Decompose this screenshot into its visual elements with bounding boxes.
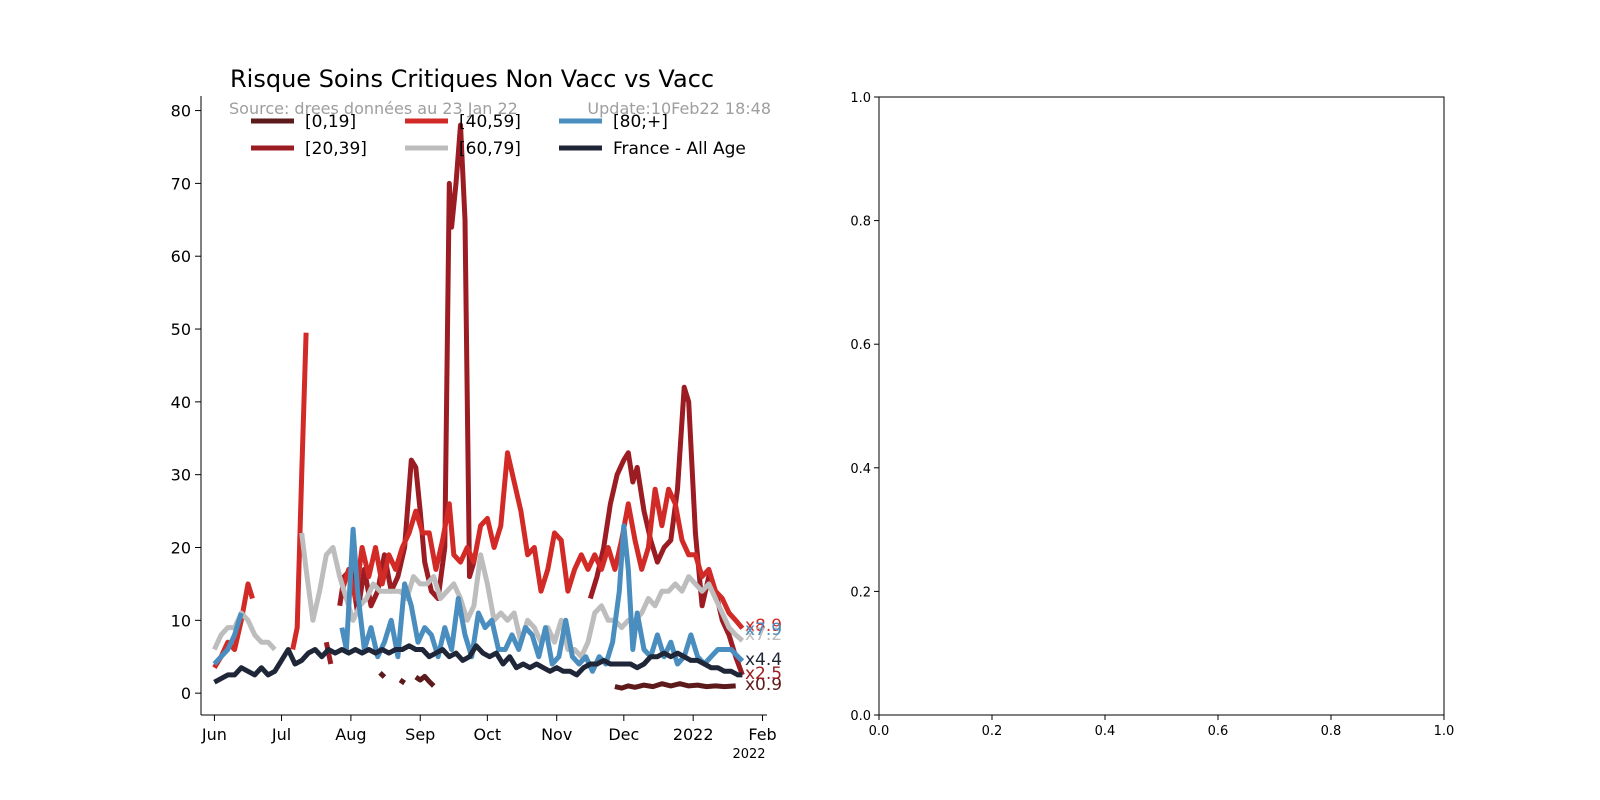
series-line: [212, 610, 277, 652]
series-line: [398, 677, 406, 686]
end-labels: x0.9x2.5 x8.9x7.2x7.9 x4.4: [745, 616, 782, 695]
end-label: x7.2: [745, 625, 782, 645]
right-x-tick-label: 0.2: [982, 724, 1003, 739]
chart-title: Risque Soins Critiques Non Vacc vs Vacc: [230, 65, 714, 93]
end-label: x7.9: [745, 620, 782, 640]
right-x-tick-label: 0.4: [1095, 724, 1116, 739]
x-tick-label: Feb: [748, 725, 776, 744]
y-tick-label: 60: [171, 247, 191, 266]
end-label: x2.5: [745, 664, 782, 684]
legend-label: [20,39]: [305, 139, 367, 159]
series-line: [378, 671, 387, 679]
series-line: [614, 681, 736, 691]
right-x-tick-label: 0.8: [1321, 724, 1342, 739]
right-y-ticks: 0.0 0.2 0.4 0.6 0.8 1.0: [850, 91, 879, 724]
x-tick-label: Jul: [271, 725, 291, 744]
right-x-tick-label: 0.6: [1208, 724, 1229, 739]
series-line: [414, 673, 436, 688]
x-tick-label: Sep: [405, 725, 435, 744]
source-subtitle: Source: drees données au 23 Jan 22: [229, 99, 518, 118]
legend: [0,19] [20,39] [40,59] [60,79] [80;+] France …: [251, 112, 746, 159]
x-ticks: Jun Jul Aug Sep Oct Nov Dec 2022 Feb: [201, 715, 777, 744]
end-label: x4.4: [745, 650, 782, 670]
right-y-tick-label: 1.0: [850, 91, 871, 106]
x-tick-label: Nov: [541, 725, 572, 744]
end-label: x8.9: [745, 616, 782, 636]
right-y-tick-label: 0.4: [850, 462, 871, 477]
right-y-tick-label: 0.6: [850, 338, 871, 353]
x-tick-label: Dec: [608, 725, 639, 744]
update-subtitle: Update:10Feb22 18:48: [587, 99, 771, 118]
right-y-tick-label: 0.2: [850, 585, 871, 600]
series-line: [339, 450, 745, 630]
x-tick-label: Aug: [335, 725, 366, 744]
right-y-tick-label: 0.8: [850, 215, 871, 230]
y-tick-label: 80: [171, 102, 191, 121]
series-lines: [212, 122, 745, 691]
legend-label: [0,19]: [305, 112, 356, 132]
y-tick-label: 50: [171, 320, 191, 339]
x-tick-label: Jun: [201, 725, 227, 744]
y-tick-label: 30: [171, 466, 191, 485]
right-y-tick-label: 0.0: [850, 709, 871, 724]
y-tick-label: 70: [171, 174, 191, 193]
x-offset-label: 2022: [732, 747, 765, 762]
y-tick-label: 10: [171, 611, 191, 630]
y-tick-label: 0: [181, 684, 191, 703]
left-chart: Risque Soins Critiques Non Vacc vs Vacc …: [171, 65, 782, 762]
y-tick-label: 20: [171, 539, 191, 558]
x-tick-label: Oct: [474, 725, 502, 744]
legend-label: [60,79]: [459, 139, 521, 159]
right-x-tick-label: 0.0: [869, 724, 890, 739]
right-chart: 0.0 0.2 0.4 0.6 0.8 1.0 0.0 0.2 0.4 0.6 0.8 1.0: [850, 91, 1454, 739]
right-x-ticks: 0.0 0.2 0.4 0.6 0.8 1.0: [869, 715, 1455, 739]
series-line: [290, 332, 309, 651]
right-axes-frame: [878, 96, 1445, 716]
legend-label: [80;+]: [613, 112, 668, 132]
y-tick-label: 40: [171, 393, 191, 412]
x-tick-label: 2022: [673, 725, 714, 744]
legend-label: France - All Age: [613, 139, 746, 159]
end-label: x0.9: [745, 675, 782, 695]
legend-label: [40,59]: [459, 112, 521, 132]
series-line: [213, 643, 743, 685]
y-ticks: 0 10 20 30 40 50 60 70 80: [171, 102, 201, 703]
series-france-all-age: [213, 643, 743, 685]
series--0-19-: [378, 671, 736, 691]
series-line: [212, 612, 244, 666]
right-x-tick-label: 1.0: [1434, 724, 1455, 739]
series-line: [337, 122, 477, 616]
